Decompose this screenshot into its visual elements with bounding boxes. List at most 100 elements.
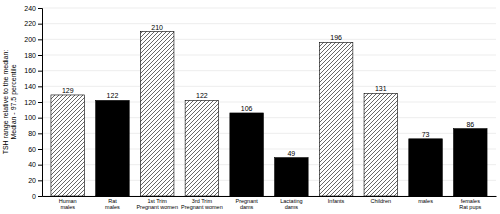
bar bbox=[185, 100, 219, 196]
y-tick: 220 bbox=[24, 20, 42, 27]
y-tick-mark bbox=[38, 118, 42, 119]
y-axis-title-line: TSH range relative to the median: bbox=[2, 50, 10, 155]
x-tick-label-line: Pregnant women bbox=[181, 204, 223, 210]
y-tick: 40 bbox=[28, 161, 42, 168]
bar bbox=[319, 42, 353, 196]
data-label: 106 bbox=[241, 105, 253, 112]
x-axis: Humanmales Ratmales 1st TrimPregnant women… bbox=[43, 196, 497, 210]
y-tick-label: 40 bbox=[28, 161, 36, 168]
y-tick-label: 60 bbox=[28, 146, 36, 153]
y-tick-label: 180 bbox=[24, 52, 36, 59]
y-tick: 100 bbox=[24, 114, 42, 121]
x-tick-label-line: Children bbox=[371, 198, 391, 204]
x-tick-label-line: males bbox=[60, 204, 75, 210]
grid-line bbox=[42, 86, 496, 87]
x-tick: 3rd TrimPregnant women bbox=[181, 196, 223, 210]
y-tick-mark bbox=[38, 180, 42, 181]
x-tick: Ratmales bbox=[105, 196, 120, 210]
x-tick-label: Children bbox=[371, 198, 391, 204]
x-tick-label: Lactatingdams bbox=[280, 198, 302, 210]
bar bbox=[275, 158, 309, 196]
y-tick-label: 140 bbox=[24, 83, 36, 90]
x-tick-label-line: Rat pups bbox=[459, 204, 481, 210]
x-tick-label: Humanmales bbox=[59, 198, 77, 210]
y-tick-label: 80 bbox=[28, 130, 36, 137]
y-tick: 200 bbox=[24, 36, 42, 43]
y-tick-mark bbox=[38, 196, 42, 197]
grid-line bbox=[42, 39, 496, 40]
data-label: 196 bbox=[330, 34, 342, 41]
bars bbox=[51, 32, 487, 197]
x-tick: males bbox=[418, 196, 433, 204]
data-labels: 129122210122106491961317386 bbox=[62, 24, 474, 157]
x-axis-line bbox=[43, 196, 497, 197]
y-tick-label: 20 bbox=[28, 177, 36, 184]
x-tick: Pregnantdams bbox=[235, 196, 258, 210]
x-tick-label: Infants bbox=[328, 198, 345, 204]
y-tick: 20 bbox=[28, 177, 42, 184]
bar bbox=[96, 100, 130, 196]
grid-line bbox=[42, 55, 496, 56]
y-tick-mark bbox=[38, 39, 42, 40]
y-axis-title-line: Median - 97.5 percentile bbox=[10, 64, 18, 139]
grid bbox=[42, 8, 496, 196]
data-label: 122 bbox=[196, 92, 208, 99]
data-label: 86 bbox=[466, 121, 474, 128]
bar bbox=[409, 139, 443, 196]
y-tick-label: 0 bbox=[32, 193, 36, 200]
x-tick-label: males bbox=[418, 198, 433, 204]
y-tick: 160 bbox=[24, 67, 42, 74]
y-tick-mark bbox=[38, 71, 42, 72]
y-axis-title: TSH range relative to the median:Median … bbox=[2, 50, 18, 155]
x-tick-label: femalesRat pups bbox=[459, 198, 481, 210]
x-tick-label-line: males bbox=[418, 198, 433, 204]
x-tick: 1st TrimPregnant women bbox=[136, 196, 178, 210]
bar bbox=[364, 93, 398, 196]
chart: 1291222101221064919613173860204060801001… bbox=[0, 0, 500, 214]
x-tick-label: Ratmales bbox=[105, 198, 120, 210]
y-tick-label: 240 bbox=[24, 5, 36, 12]
bar bbox=[140, 32, 174, 197]
grid-line bbox=[42, 8, 496, 9]
x-tick-label: Pregnantdams bbox=[235, 198, 258, 210]
x-tick: Humanmales bbox=[59, 196, 77, 210]
x-tick: Infants bbox=[328, 196, 345, 204]
y-tick-mark bbox=[38, 149, 42, 150]
x-tick-label: 1st TrimPregnant women bbox=[136, 198, 178, 210]
y-tick-mark bbox=[38, 8, 42, 9]
y-tick-mark bbox=[38, 102, 42, 103]
y-tick-mark bbox=[38, 24, 42, 25]
y-tick-label: 220 bbox=[24, 20, 36, 27]
grid-line bbox=[42, 70, 496, 71]
y-tick: 180 bbox=[24, 52, 42, 59]
x-tick: Children bbox=[371, 196, 391, 204]
y-tick: 240 bbox=[24, 5, 42, 12]
plot: 1291222101221064919613173860204060801001… bbox=[24, 5, 496, 210]
x-tick-label: 3rd TrimPregnant women bbox=[181, 198, 223, 210]
y-tick-mark bbox=[38, 55, 42, 56]
y-tick-label: 120 bbox=[24, 99, 36, 106]
y-tick-label: 160 bbox=[24, 67, 36, 74]
data-label: 73 bbox=[422, 131, 430, 138]
y-tick: 120 bbox=[24, 99, 42, 106]
y-tick: 80 bbox=[28, 130, 42, 137]
bar bbox=[51, 95, 85, 196]
data-label: 122 bbox=[107, 92, 119, 99]
bar bbox=[454, 129, 488, 196]
y-tick: 0 bbox=[32, 193, 42, 200]
x-tick: femalesRat pups bbox=[459, 196, 481, 210]
y-axis: 0 20 40 60 80 100 120 140 160 180 200 220 240 bbox=[24, 5, 42, 200]
grid-line bbox=[42, 23, 496, 24]
y-tick-label: 100 bbox=[24, 114, 36, 121]
x-tick-label-line: males bbox=[105, 204, 120, 210]
x-tick-label-line: Infants bbox=[328, 198, 345, 204]
x-tick-label-line: dams bbox=[240, 204, 254, 210]
data-label: 210 bbox=[151, 24, 163, 31]
x-tick-label-line: Pregnant women bbox=[136, 204, 178, 210]
x-tick-label-line: dams bbox=[285, 204, 299, 210]
y-tick-mark bbox=[38, 133, 42, 134]
y-tick: 60 bbox=[28, 146, 42, 153]
y-tick-mark bbox=[38, 165, 42, 166]
x-tick: Lactatingdams bbox=[280, 196, 302, 210]
y-tick: 140 bbox=[24, 83, 42, 90]
